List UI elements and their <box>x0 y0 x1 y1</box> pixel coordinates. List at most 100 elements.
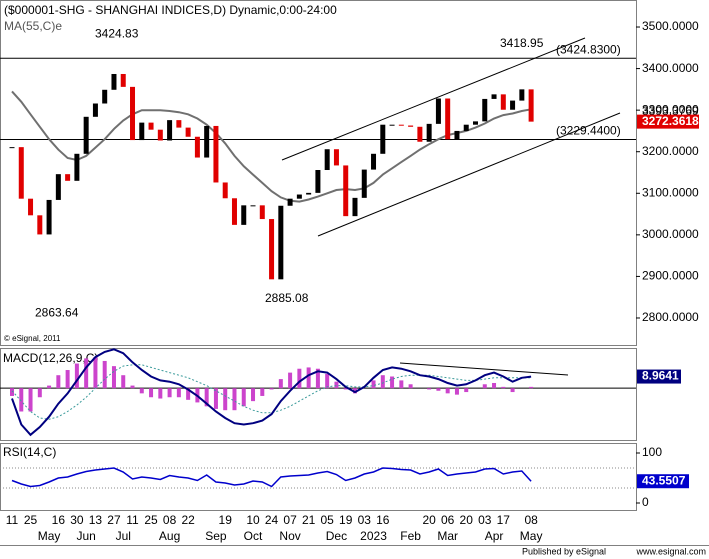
macd-histogram <box>380 375 385 389</box>
macd-histogram <box>427 388 432 390</box>
macd-value-box <box>637 369 681 384</box>
macd-pane <box>0 348 637 441</box>
candle <box>482 98 488 122</box>
macd-histogram <box>454 388 459 395</box>
month-label: Sep <box>205 529 227 543</box>
candle <box>500 94 506 110</box>
month-label: Mar <box>437 529 458 543</box>
x-tick-label: 10 <box>246 513 260 527</box>
macd-histogram <box>28 388 33 412</box>
rsi-value-label: 43.5507 <box>642 473 686 487</box>
month-label: Feb <box>400 529 421 543</box>
candle <box>18 147 24 199</box>
candle <box>454 130 460 140</box>
macd-histogram <box>232 388 237 411</box>
macd-histogram <box>288 372 293 389</box>
x-tick-label: 30 <box>70 513 84 527</box>
candle <box>343 165 349 217</box>
candle <box>83 116 89 154</box>
macd-histogram <box>399 380 404 389</box>
macd-histogram <box>213 388 218 409</box>
macd-histogram <box>297 368 302 389</box>
month-label: Aug <box>159 529 180 543</box>
macd-histogram <box>492 382 497 389</box>
macd-histogram <box>223 388 228 411</box>
candle <box>241 205 247 225</box>
candle <box>278 205 284 280</box>
candle <box>9 147 15 149</box>
candle <box>510 100 516 110</box>
candle <box>111 73 117 90</box>
y-tick-label: 3400.0000 <box>642 61 699 75</box>
macd-histogram <box>121 375 126 389</box>
macd-histogram <box>56 375 61 389</box>
macd-histogram <box>325 373 330 389</box>
candle <box>213 125 219 183</box>
candle <box>92 103 98 117</box>
price-annotation: 2863.64 <box>35 306 79 320</box>
last-price-label: 3272.3618 <box>642 114 699 128</box>
last-price-box <box>637 114 699 129</box>
x-tick-label: 03 <box>478 513 492 527</box>
macd-trendline <box>399 362 569 376</box>
macd-histogram <box>445 388 450 394</box>
macd-histogram <box>19 388 24 412</box>
y-tick-label: 3200.0000 <box>642 144 699 158</box>
x-tick-label: 05 <box>321 513 335 527</box>
macd-histogram <box>47 385 52 389</box>
macd-histogram <box>84 358 89 389</box>
y-tick-label: 3100.0000 <box>642 185 699 199</box>
y-tick-label: 3000.0000 <box>642 227 699 241</box>
candle <box>435 98 441 124</box>
rsi-pane <box>0 443 637 511</box>
macd-histogram <box>176 388 181 398</box>
x-tick-label: 08 <box>524 513 538 527</box>
x-tick-label: 27 <box>107 513 121 527</box>
x-tick-label: 24 <box>265 513 279 527</box>
candle <box>306 192 312 195</box>
candle <box>296 194 302 199</box>
candle <box>371 153 377 170</box>
x-tick-label: 13 <box>89 513 103 527</box>
candle <box>445 98 451 140</box>
rsi-label: RSI(14,C) <box>3 445 56 459</box>
y-tick-label: 2900.0000 <box>642 269 699 283</box>
candle <box>380 124 386 154</box>
month-label: Nov <box>279 529 300 543</box>
macd-histogram <box>241 388 246 407</box>
candle <box>222 182 228 199</box>
candle <box>417 126 423 142</box>
ma-label: MA(55,C)e <box>4 19 62 33</box>
candle <box>389 124 395 126</box>
macd-histogram <box>186 388 191 400</box>
macd-histogram <box>343 388 348 390</box>
macd-histogram <box>37 388 42 398</box>
macd-histogram <box>315 368 320 389</box>
candle <box>231 198 237 225</box>
candle <box>130 86 136 141</box>
x-tick-label: 07 <box>283 513 297 527</box>
macd-histogram <box>436 388 441 391</box>
macd-histogram <box>65 370 70 389</box>
x-tick-label: 20 <box>422 513 436 527</box>
rsi-value-box <box>637 474 689 489</box>
macd-histogram <box>102 360 107 389</box>
x-tick-label: 19 <box>339 513 353 527</box>
candle <box>185 127 191 137</box>
publisher: Published by eSignal <box>522 546 606 556</box>
x-tick-label: 25 <box>144 513 158 527</box>
candle <box>473 121 478 125</box>
candle <box>37 215 43 235</box>
month-label: Oct <box>244 529 263 543</box>
candle <box>148 122 154 130</box>
month-label: May <box>38 529 61 543</box>
candle <box>361 169 367 198</box>
signal-line <box>11 364 532 420</box>
candle <box>269 219 275 280</box>
x-tick-label: 21 <box>302 513 316 527</box>
candle <box>139 122 145 141</box>
macd-histogram <box>371 380 376 389</box>
candle <box>157 129 163 141</box>
macd-histogram <box>130 385 135 389</box>
